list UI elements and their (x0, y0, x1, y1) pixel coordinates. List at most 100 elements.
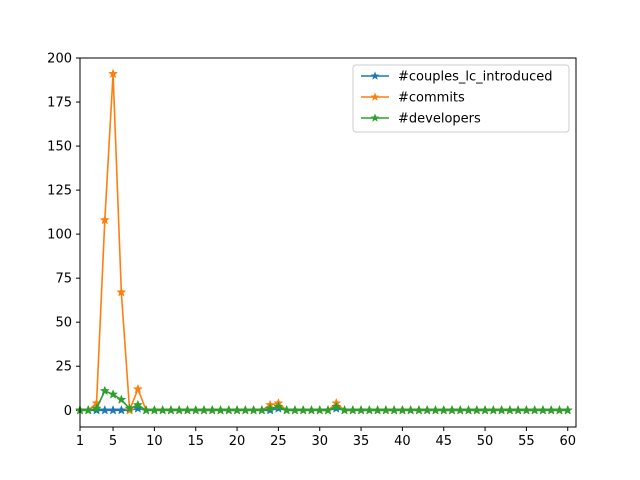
series-3 (74, 385, 573, 415)
y-tick-label: 100 (47, 228, 72, 243)
legend-marker (370, 71, 380, 80)
data-point (438, 404, 449, 415)
series-line (80, 390, 568, 412)
data-point (347, 404, 358, 415)
data-point (471, 404, 482, 415)
data-point (116, 404, 127, 415)
legend-label: #commits (398, 91, 465, 106)
data-point (356, 404, 367, 415)
data-point (513, 404, 524, 415)
data-point (182, 404, 193, 415)
axis-ticks: 1 5 10 15 20 25 30 35 40 45 50 55 600255075100125150… (47, 52, 576, 450)
data-point (521, 404, 532, 415)
data-point (124, 403, 135, 413)
x-tick-label: 20 (229, 434, 246, 449)
data-point (389, 404, 400, 415)
x-tick-label: 5 (109, 434, 117, 449)
data-point (273, 401, 284, 412)
data-point (256, 404, 267, 415)
data-point (446, 404, 458, 415)
data-point (207, 404, 218, 415)
y-tick-label: 50 (55, 316, 72, 331)
data-point (141, 404, 152, 415)
x-tick-label: 10 (146, 434, 163, 449)
data-point (165, 404, 176, 415)
legend-label: #couples_lc_introduced (398, 70, 552, 85)
y-tick-label: 0 (64, 404, 72, 419)
data-point (413, 404, 424, 415)
data-point (430, 404, 441, 415)
y-tick-label: 125 (47, 184, 72, 199)
data-point (306, 404, 317, 415)
data-point (281, 404, 292, 415)
data-point (108, 68, 119, 79)
y-tick-label: 175 (47, 96, 72, 111)
x-tick-label: 45 (435, 434, 452, 449)
x-tick-label: 25 (270, 434, 287, 449)
data-point (455, 404, 466, 415)
y-tick-label: 150 (47, 140, 72, 155)
data-point (488, 404, 499, 415)
x-tick-label: 60 (559, 434, 576, 449)
x-tick-label: 40 (394, 434, 411, 449)
y-tick-label: 75 (55, 272, 72, 287)
legend: #couples_lc_introduced #commits #developer… (352, 64, 570, 133)
data-point (190, 404, 201, 415)
y-tick-label: 25 (55, 360, 72, 375)
legend-box (352, 64, 570, 133)
data-point (364, 404, 375, 415)
data-point (480, 404, 491, 415)
x-tick-label: 50 (477, 434, 494, 449)
data-point (132, 399, 143, 410)
data-point (397, 404, 408, 415)
data-point (108, 389, 119, 399)
data-point (504, 404, 515, 415)
y-tick-label: 200 (47, 52, 72, 67)
data-point (554, 404, 565, 415)
data-point (339, 404, 350, 415)
legend-item: #developers (361, 112, 481, 127)
x-tick-label: 30 (311, 434, 328, 449)
data-point (298, 404, 309, 415)
data-point (405, 404, 416, 415)
data-point (174, 404, 185, 415)
data-point (99, 385, 110, 396)
data-point (157, 404, 168, 415)
x-tick-label: 35 (353, 434, 370, 449)
data-point (380, 404, 391, 415)
data-point (240, 404, 251, 415)
x-tick-label: 15 (187, 434, 204, 449)
data-point (99, 214, 110, 225)
data-point (149, 404, 160, 415)
data-point (546, 404, 557, 415)
data-point (322, 404, 334, 415)
legend-marker (370, 113, 380, 122)
data-point (91, 403, 102, 413)
data-point (232, 404, 243, 415)
data-point (537, 404, 548, 415)
series-lines (74, 68, 573, 415)
data-point (248, 404, 259, 415)
legend-label: #developers (398, 112, 481, 127)
data-point (331, 401, 342, 412)
data-point (562, 404, 573, 415)
data-point (116, 286, 127, 297)
data-point (496, 404, 507, 415)
data-point (215, 404, 226, 415)
data-point (314, 404, 325, 415)
x-tick-label: 55 (518, 434, 535, 449)
legend-marker (370, 92, 380, 101)
data-point (132, 383, 143, 394)
x-tick-label: 1 (76, 434, 84, 449)
data-point (463, 404, 474, 415)
data-point (99, 404, 110, 415)
data-point (223, 404, 234, 415)
data-point (116, 394, 127, 404)
data-point (422, 404, 433, 415)
data-point (529, 404, 540, 415)
data-point (372, 404, 383, 415)
legend-item: #commits (361, 91, 465, 106)
data-point (198, 404, 210, 415)
plot-area-frame (79, 57, 577, 428)
